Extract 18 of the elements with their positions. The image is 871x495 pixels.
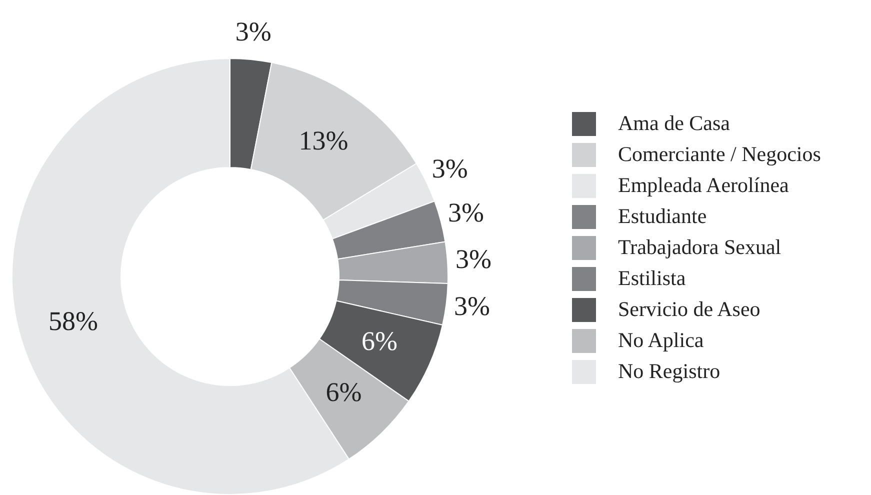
legend-label: No Aplica bbox=[618, 328, 704, 353]
legend-label: Empleada Aerolínea bbox=[618, 173, 789, 198]
legend-label: Estilista bbox=[618, 266, 686, 291]
data-label: 6% bbox=[362, 326, 398, 356]
data-label: 13% bbox=[298, 125, 348, 156]
data-label: 3% bbox=[235, 16, 272, 47]
legend-label: Ama de Casa bbox=[618, 111, 730, 136]
data-label: 3% bbox=[454, 290, 490, 321]
legend-label: Trabajadora Sexual bbox=[618, 235, 782, 260]
legend-label: Servicio de Aseo bbox=[618, 297, 760, 322]
data-label: 58% bbox=[48, 306, 98, 336]
data-label: 3% bbox=[448, 198, 484, 228]
legend-label: Estudiante bbox=[618, 204, 707, 229]
legend-label: Comerciante / Negocios bbox=[618, 142, 821, 167]
data-label: 3% bbox=[456, 244, 492, 274]
legend-label: No Registro bbox=[618, 359, 720, 384]
data-label: 3% bbox=[432, 154, 468, 184]
data-label: 6% bbox=[326, 377, 362, 408]
